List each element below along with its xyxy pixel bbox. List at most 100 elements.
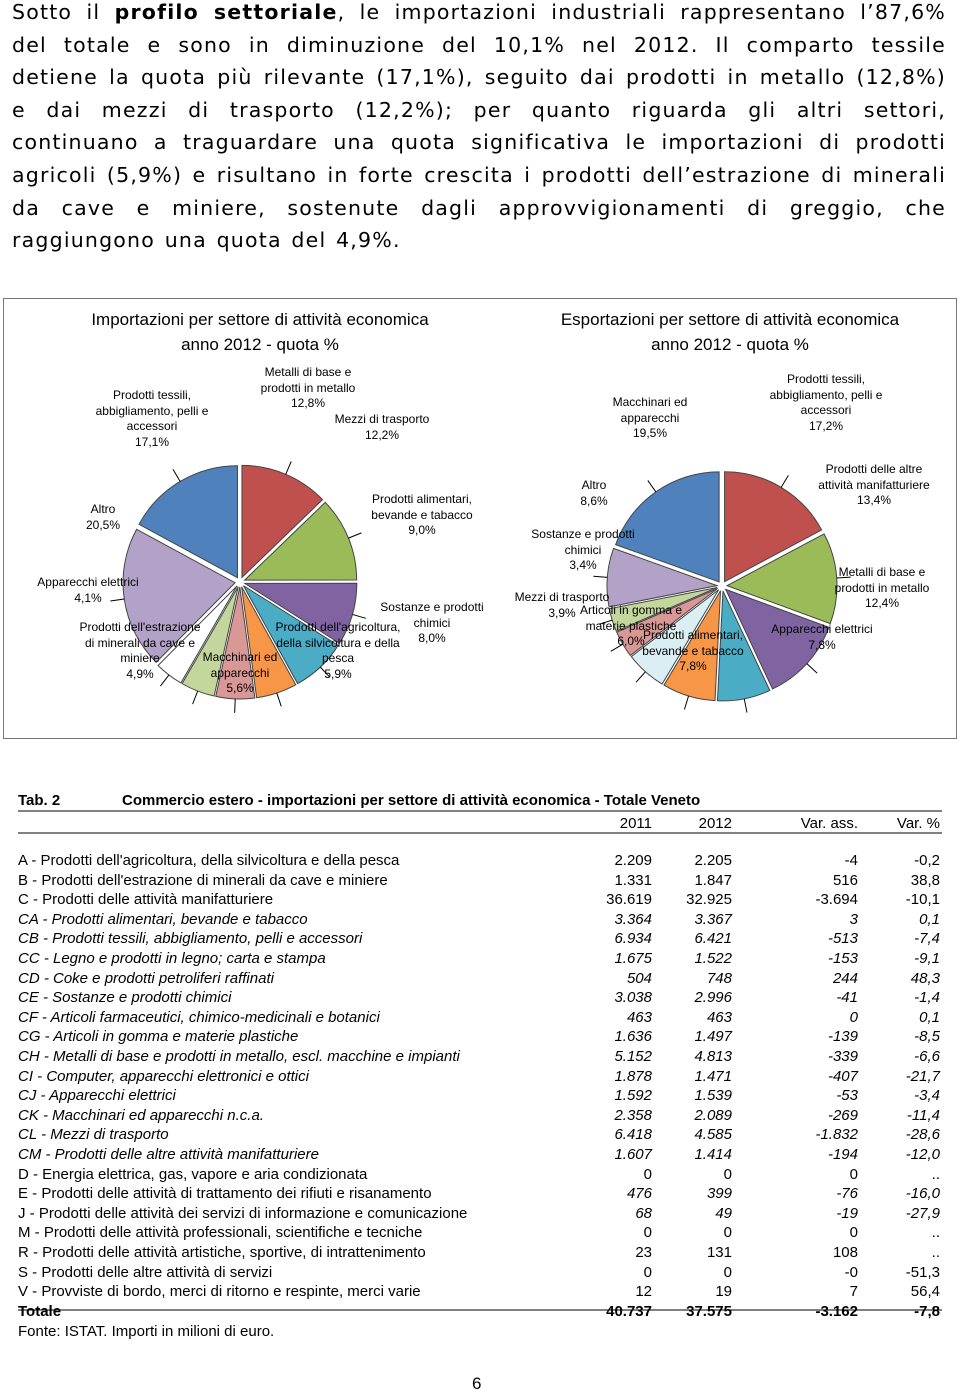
row-label: E - Prodotti delle attività di trattamen…	[18, 1185, 432, 1203]
table-cell: 0	[849, 1008, 858, 1026]
table-cell: -76	[836, 1185, 858, 1203]
slice-label: Apparecchi elettrici 4,1%	[24, 575, 152, 606]
paragraph-text: , le importazioni industriali rappresent…	[12, 0, 946, 253]
table-cell: 1.607	[614, 1146, 652, 1163]
table-cell: -53	[836, 1087, 858, 1105]
slice-category: Prodotti dell'estrazione di minerali da …	[79, 620, 201, 665]
slice-label: Sostanze e prodotti chimici 3,4%	[519, 527, 647, 574]
leader-line	[647, 480, 657, 493]
leader-line	[192, 690, 199, 705]
table-cell: 0	[643, 1224, 652, 1242]
row-label: CC - Legno e prodotti in legno; carta e …	[18, 950, 326, 967]
table-cell: 1.592	[614, 1087, 652, 1105]
row-label: CE - Sostanze e prodotti chimici	[18, 989, 232, 1007]
slice-label: Metalli di base e prodotti in metallo 12,…	[244, 365, 372, 412]
slice-value: 20,5%	[85, 517, 121, 532]
row-label: J - Prodotti delle attività dei servizi …	[18, 1204, 468, 1222]
table-cell: -10,1	[905, 891, 940, 909]
slice-value: 3,4%	[569, 558, 597, 572]
table-cell: -7,8	[914, 1302, 940, 1320]
pie-slice	[241, 586, 297, 699]
table-cell: 1.471	[694, 1067, 732, 1085]
slice-value: 4,9%	[126, 666, 154, 681]
slice-value: 12,8%	[290, 396, 326, 410]
leader-line	[635, 671, 646, 683]
table-cell: -12,0	[905, 1146, 940, 1163]
leader-line	[743, 698, 748, 713]
table-cell: 0,1	[919, 1008, 940, 1026]
source-note: Fonte: ISTAT. Importi in milioni di euro…	[18, 1323, 275, 1340]
table-label: Tab. 2	[18, 792, 61, 809]
row-label: CI - Computer, apparecchi elettronici e …	[18, 1067, 309, 1085]
slice-value: 6,0%	[617, 634, 645, 648]
table-cell: 6.418	[614, 1126, 652, 1144]
table-cell: -139	[827, 1028, 858, 1046]
table-cell: -21,7	[905, 1067, 940, 1085]
table-cell: -3.694	[815, 891, 858, 909]
slice-label: Altro 20,5%	[39, 502, 167, 533]
table-cell: 476	[626, 1185, 652, 1203]
slice-value: 8,0%	[418, 631, 446, 645]
table-cell: 1.414	[694, 1146, 732, 1163]
column-header: Var. %	[896, 815, 940, 832]
pie-slice	[663, 590, 722, 702]
table-cell: -41	[836, 989, 858, 1007]
slice-category: Macchinari ed apparecchi	[612, 395, 688, 425]
slice-category: Prodotti tessili, abbigliamento, pelli e…	[769, 372, 883, 417]
leader-line	[836, 576, 851, 579]
table-cell: 2.358	[614, 1106, 652, 1124]
slice-label: Prodotti delle altre attività manifattur…	[810, 462, 938, 509]
slice-label: Macchinari ed apparecchi 19,5%	[586, 395, 714, 442]
table-cell: -0,2	[914, 852, 940, 869]
slice-category: Metalli di base e prodotti in metallo	[260, 365, 356, 395]
slice-category: Mezzi di trasporto	[334, 412, 430, 426]
table-cell: -8,5	[914, 1028, 940, 1046]
slice-value: 13,4%	[856, 493, 892, 507]
slice-label: Mezzi di trasporto 12,2%	[318, 412, 446, 443]
table-cell: 3.038	[614, 989, 652, 1007]
slice-value: 12,2%	[364, 427, 400, 442]
table-cell: 32.925	[686, 891, 732, 909]
table-cell: 1.331	[614, 871, 652, 889]
table-cell: 37.575	[686, 1302, 732, 1320]
slice-value: 8,6%	[580, 493, 608, 508]
table-cell: 3.367	[694, 910, 732, 928]
table-cell: ..	[931, 1244, 940, 1261]
table-cell: -7,4	[914, 930, 940, 948]
leader-line	[110, 598, 125, 602]
row-label: CK - Macchinari ed apparecchi n.c.a.	[18, 1106, 264, 1124]
pie-slice	[122, 528, 236, 663]
table-cell: 4.585	[694, 1126, 732, 1144]
leader-line	[348, 532, 362, 539]
slice-label: Sostanze e prodotti chimici 8,0%	[368, 600, 496, 647]
column-header: 2011	[619, 815, 652, 832]
table-cell: 1.497	[694, 1028, 732, 1046]
slice-value: 7,8%	[679, 659, 707, 673]
table-cell: 1.522	[694, 950, 732, 967]
chart-title-line: Importazioni per settore di attività eco…	[91, 310, 429, 329]
slice-label: Prodotti alimentari, bevande e tabacco 7,…	[629, 628, 757, 675]
slice-category: Apparecchi elettrici	[37, 575, 139, 589]
chart-title: Importazioni per settore di attività eco…	[40, 307, 480, 357]
table-cell: -1,4	[914, 989, 940, 1007]
table-cell: -51,3	[905, 1263, 940, 1281]
slice-category: Prodotti alimentari, bevande e tabacco	[642, 628, 744, 658]
pie-slice	[724, 588, 830, 690]
table-cell: -269	[827, 1106, 858, 1124]
table-cell: 0,1	[919, 910, 940, 928]
table-cell: -0	[844, 1263, 858, 1281]
table-cell: -407	[827, 1067, 858, 1085]
slice-value: 4,1%	[74, 590, 102, 605]
slice-label: Mezzi di trasporto 3,9%	[498, 590, 626, 621]
row-label: CH - Metalli di base e prodotti in metal…	[18, 1048, 460, 1065]
table-cell: -6,6	[914, 1048, 940, 1065]
table-cell: -19	[836, 1204, 858, 1222]
slice-label: Prodotti tessili, abbigliamento, pelli e…	[762, 372, 890, 434]
row-label: CF - Articoli farmaceutici, chimico-medi…	[18, 1008, 380, 1026]
table-cell: -3.162	[815, 1302, 858, 1320]
chart-subtitle: anno 2012 - quota %	[651, 335, 809, 354]
table-cell: -9,1	[914, 950, 940, 967]
slice-label: Prodotti dell'estrazione di minerali da …	[76, 620, 204, 682]
